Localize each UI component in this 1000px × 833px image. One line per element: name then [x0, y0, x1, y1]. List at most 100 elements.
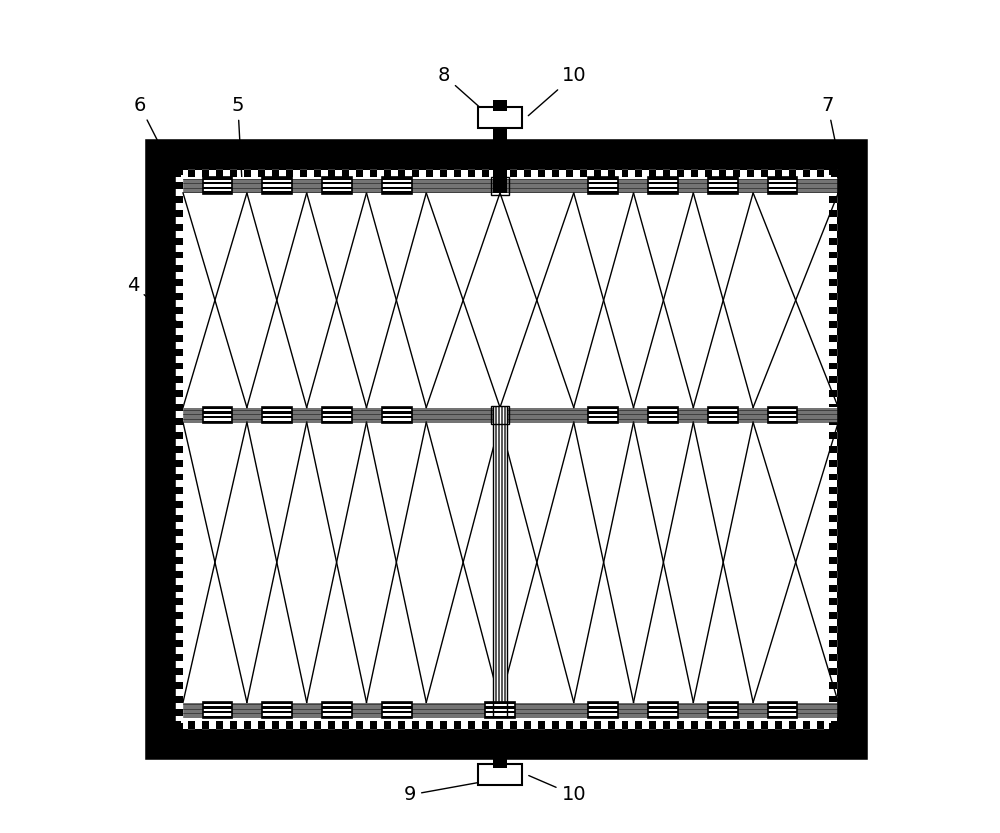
Bar: [829, 293, 837, 300]
Bar: [845, 696, 852, 702]
Bar: [733, 170, 740, 177]
Bar: [496, 721, 503, 729]
Bar: [642, 162, 649, 170]
Bar: [419, 162, 426, 170]
Bar: [837, 702, 845, 710]
Bar: [168, 162, 175, 168]
Bar: [382, 407, 412, 409]
Bar: [829, 654, 837, 661]
Bar: [705, 170, 712, 177]
Bar: [175, 710, 183, 716]
Bar: [538, 154, 545, 162]
Bar: [168, 716, 175, 723]
Bar: [510, 154, 517, 162]
Bar: [796, 729, 803, 736]
Bar: [160, 598, 168, 606]
Bar: [454, 170, 461, 177]
Bar: [244, 154, 251, 162]
Bar: [377, 729, 384, 736]
Bar: [761, 721, 768, 729]
Bar: [398, 154, 405, 162]
Bar: [272, 736, 279, 744]
Bar: [322, 407, 352, 423]
Bar: [160, 154, 852, 177]
Bar: [203, 706, 232, 709]
Bar: [837, 633, 845, 640]
Bar: [587, 729, 594, 736]
Bar: [831, 154, 838, 162]
Bar: [768, 701, 797, 704]
Bar: [370, 154, 377, 162]
Bar: [837, 300, 845, 307]
Bar: [552, 154, 559, 162]
Text: 5: 5: [232, 96, 244, 178]
Bar: [183, 178, 838, 193]
Bar: [708, 407, 738, 409]
Bar: [160, 321, 168, 328]
Text: 10: 10: [529, 776, 586, 805]
Bar: [175, 154, 183, 162]
Bar: [175, 335, 183, 342]
Bar: [491, 186, 494, 188]
Bar: [837, 619, 845, 626]
Bar: [845, 224, 852, 231]
Bar: [496, 736, 503, 744]
Bar: [845, 377, 852, 383]
Bar: [497, 179, 500, 182]
Bar: [677, 736, 684, 744]
Bar: [168, 536, 175, 543]
Bar: [491, 177, 509, 195]
Bar: [160, 585, 168, 591]
Bar: [837, 466, 845, 473]
Bar: [789, 170, 796, 177]
Bar: [615, 162, 622, 170]
Bar: [500, 418, 503, 421]
Bar: [837, 675, 845, 681]
Bar: [168, 383, 175, 391]
Bar: [168, 689, 175, 696]
Bar: [648, 421, 678, 423]
Bar: [168, 647, 175, 654]
Bar: [160, 556, 168, 564]
Bar: [203, 416, 232, 418]
Bar: [691, 154, 698, 162]
Bar: [356, 170, 363, 177]
Bar: [426, 721, 433, 729]
Bar: [677, 154, 684, 162]
Bar: [168, 633, 175, 640]
Bar: [506, 418, 509, 421]
Bar: [168, 300, 175, 307]
Bar: [670, 729, 677, 736]
Bar: [363, 162, 370, 170]
Bar: [782, 729, 789, 736]
Bar: [517, 162, 524, 170]
Bar: [837, 452, 845, 460]
Bar: [160, 210, 168, 217]
Bar: [322, 706, 352, 709]
Bar: [491, 406, 509, 424]
Bar: [168, 397, 175, 404]
Bar: [538, 170, 545, 177]
Bar: [398, 721, 405, 729]
Bar: [279, 162, 286, 170]
Bar: [203, 192, 232, 194]
Bar: [691, 170, 698, 177]
Bar: [314, 154, 321, 162]
Bar: [837, 564, 845, 571]
Bar: [168, 412, 175, 418]
Bar: [262, 177, 292, 180]
Bar: [622, 154, 628, 162]
Bar: [829, 391, 837, 397]
Bar: [837, 647, 845, 654]
Bar: [300, 736, 307, 744]
Bar: [494, 412, 497, 415]
Bar: [160, 377, 168, 383]
Bar: [382, 192, 412, 194]
Bar: [594, 170, 601, 177]
Bar: [559, 162, 566, 170]
Bar: [168, 287, 175, 293]
Bar: [286, 154, 293, 162]
Bar: [382, 412, 412, 414]
Bar: [382, 177, 412, 194]
Bar: [829, 210, 837, 217]
